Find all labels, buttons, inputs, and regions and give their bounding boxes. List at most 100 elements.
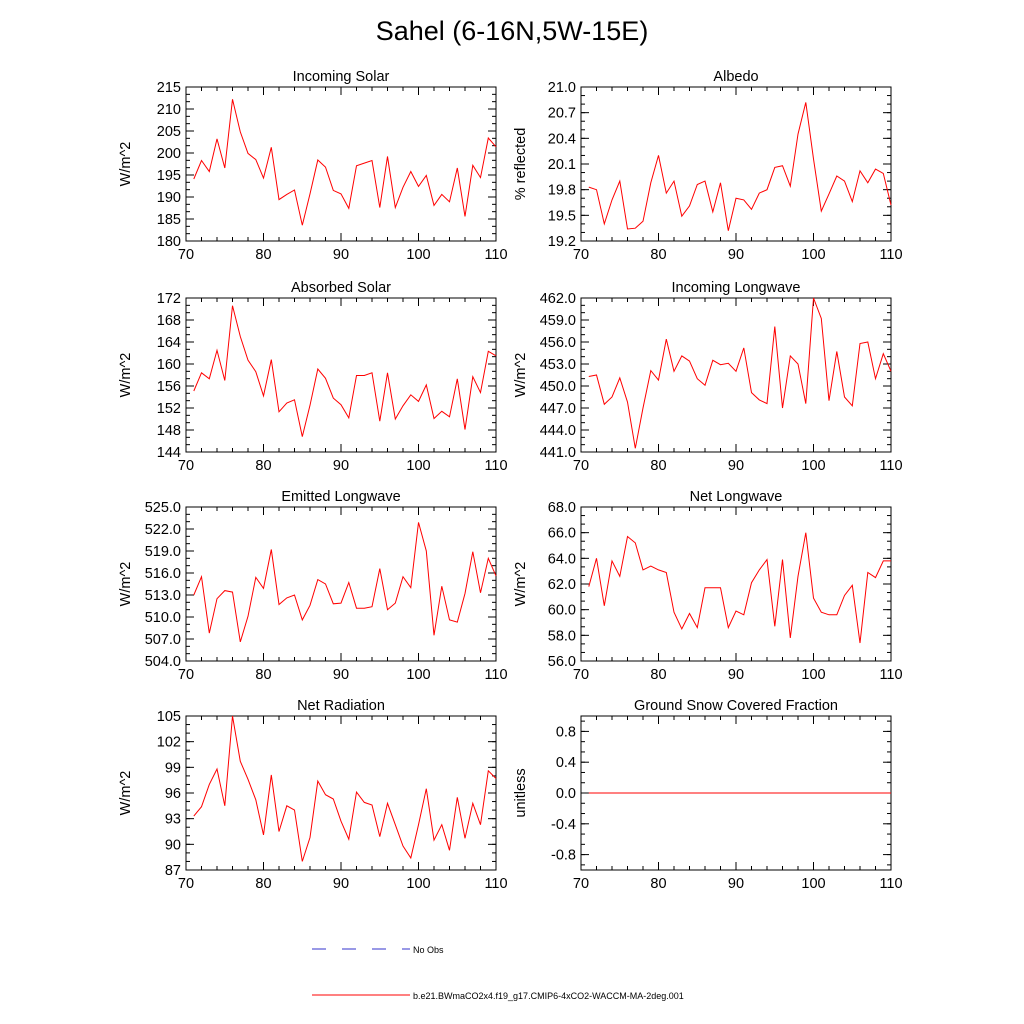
y-tick-label: 450.0 (540, 379, 576, 395)
panel-title: Net Radiation (297, 698, 385, 714)
y-tick-label: 160 (157, 357, 181, 373)
y-tick-label: 87 (165, 863, 181, 879)
x-tick-label: 70 (178, 458, 194, 474)
y-tick-label: 20.1 (548, 157, 576, 173)
y-axis-label: W/m^2 (118, 771, 134, 816)
y-tick-label: 507.0 (145, 632, 181, 648)
chart-panel: Absorbed Solar W/m^2 144 148 152 156 160 164 168… (118, 280, 508, 474)
y-tick-label: 185 (157, 212, 181, 228)
legend: No Obs b.e21.BWmaCO2x4.f19_g17.CMIP6-4xC… (312, 945, 684, 1001)
series-line (588, 532, 891, 644)
y-tick-label: 522.0 (145, 522, 181, 538)
y-tick-label: 504.0 (145, 654, 181, 670)
y-tick-label: 453.0 (540, 357, 576, 373)
panel-title: Ground Snow Covered Fraction (634, 698, 838, 714)
x-tick-label: 110 (484, 247, 507, 263)
chart-panel: Net Radiation W/m^2 87 90 93 96 99 102 105 70 80 90… (118, 698, 508, 892)
y-tick-label: 525.0 (145, 500, 181, 516)
series-line (193, 715, 497, 862)
plot-frame (580, 86, 892, 242)
x-tick-label: 110 (484, 667, 507, 683)
x-tick-label: 100 (801, 247, 825, 263)
y-tick-label: 456.0 (540, 335, 576, 351)
x-tick-label: 100 (406, 876, 430, 892)
x-tick-label: 90 (728, 667, 744, 683)
x-tick-label: 100 (406, 458, 430, 474)
y-tick-label: 96 (165, 786, 181, 802)
x-tick-label: 100 (406, 247, 430, 263)
figure-title: Sahel (6-16N,5W-15E) (376, 16, 649, 46)
x-tick-label: 90 (333, 876, 349, 892)
chart-panel: Incoming Longwave W/m^2 441.0 444.0 447.0 450… (513, 280, 903, 474)
y-tick-label: 210 (157, 102, 181, 118)
y-tick-label: 93 (165, 812, 181, 828)
chart-panel: Albedo % reflected 19.2 19.5 19.8 20.1 20.4 20.… (513, 69, 903, 263)
y-tick-label: 60.0 (548, 603, 576, 619)
x-tick-label: 110 (879, 458, 902, 474)
x-tick-label: 80 (650, 247, 666, 263)
x-tick-label: 80 (650, 458, 666, 474)
y-tick-label: 516.0 (145, 566, 181, 582)
y-tick-label: 168 (157, 313, 181, 329)
y-axis-label: W/m^2 (118, 142, 134, 187)
x-tick-label: 80 (255, 247, 271, 263)
legend-label-model: b.e21.BWmaCO2x4.f19_g17.CMIP6-4xCO2-WACC… (413, 991, 684, 1001)
x-tick-label: 70 (573, 247, 589, 263)
panel-title: Absorbed Solar (291, 280, 391, 296)
y-tick-label: 172 (157, 291, 181, 307)
x-tick-label: 80 (255, 667, 271, 683)
series-line (588, 297, 892, 449)
x-tick-label: 100 (801, 876, 825, 892)
x-tick-label: 70 (178, 247, 194, 263)
y-tick-label: 152 (157, 401, 181, 417)
y-tick-label: 64.0 (548, 551, 576, 567)
y-tick-label: 20.7 (548, 106, 576, 122)
y-tick-label: 58.0 (548, 628, 576, 644)
y-tick-label: 68.0 (548, 500, 576, 516)
x-tick-label: 90 (333, 247, 349, 263)
x-tick-label: 80 (650, 667, 666, 683)
series-line (193, 305, 497, 437)
x-tick-label: 90 (728, 458, 744, 474)
y-tick-label: 62.0 (548, 577, 576, 593)
y-tick-label: 459.0 (540, 313, 576, 329)
x-tick-label: 110 (484, 458, 507, 474)
y-axis-label: unitless (513, 768, 529, 817)
y-tick-label: -0.8 (551, 848, 576, 864)
y-tick-label: 444.0 (540, 423, 576, 439)
y-tick-label: 205 (157, 124, 181, 140)
y-tick-label: 90 (165, 837, 181, 853)
y-tick-label: 0.8 (556, 724, 576, 740)
y-tick-label: 519.0 (145, 544, 181, 560)
y-tick-label: 144 (157, 445, 181, 461)
y-tick-label: 190 (157, 190, 181, 206)
y-tick-label: 20.4 (548, 131, 576, 147)
y-tick-label: 180 (157, 234, 181, 250)
series-line (193, 99, 497, 226)
y-tick-label: 56.0 (548, 654, 576, 670)
x-tick-label: 80 (255, 458, 271, 474)
panels: Incoming Solar W/m^2 180 185 190 195 200 205 210… (118, 69, 903, 892)
y-tick-label: 441.0 (540, 445, 576, 461)
x-tick-label: 110 (484, 876, 507, 892)
panel-title: Incoming Solar (293, 69, 390, 85)
y-tick-label: 164 (157, 335, 181, 351)
legend-label-no-obs: No Obs (413, 945, 444, 955)
y-tick-label: 99 (165, 760, 181, 776)
y-tick-label: 215 (157, 80, 181, 96)
x-tick-label: 90 (728, 876, 744, 892)
y-tick-label: -0.4 (551, 817, 576, 833)
x-tick-label: 100 (801, 458, 825, 474)
y-axis-label: % reflected (513, 128, 529, 201)
y-tick-label: 195 (157, 168, 181, 184)
y-tick-label: 21.0 (548, 80, 576, 96)
x-tick-label: 70 (178, 876, 194, 892)
plot-frame (580, 297, 892, 453)
y-tick-label: 447.0 (540, 401, 576, 417)
y-tick-label: 200 (157, 146, 181, 162)
y-tick-label: 19.5 (548, 208, 576, 224)
chart-panel: Emitted Longwave W/m^2 504.0 507.0 510.0 513.… (118, 489, 508, 683)
y-tick-label: 19.2 (548, 234, 576, 250)
x-tick-label: 100 (406, 667, 430, 683)
